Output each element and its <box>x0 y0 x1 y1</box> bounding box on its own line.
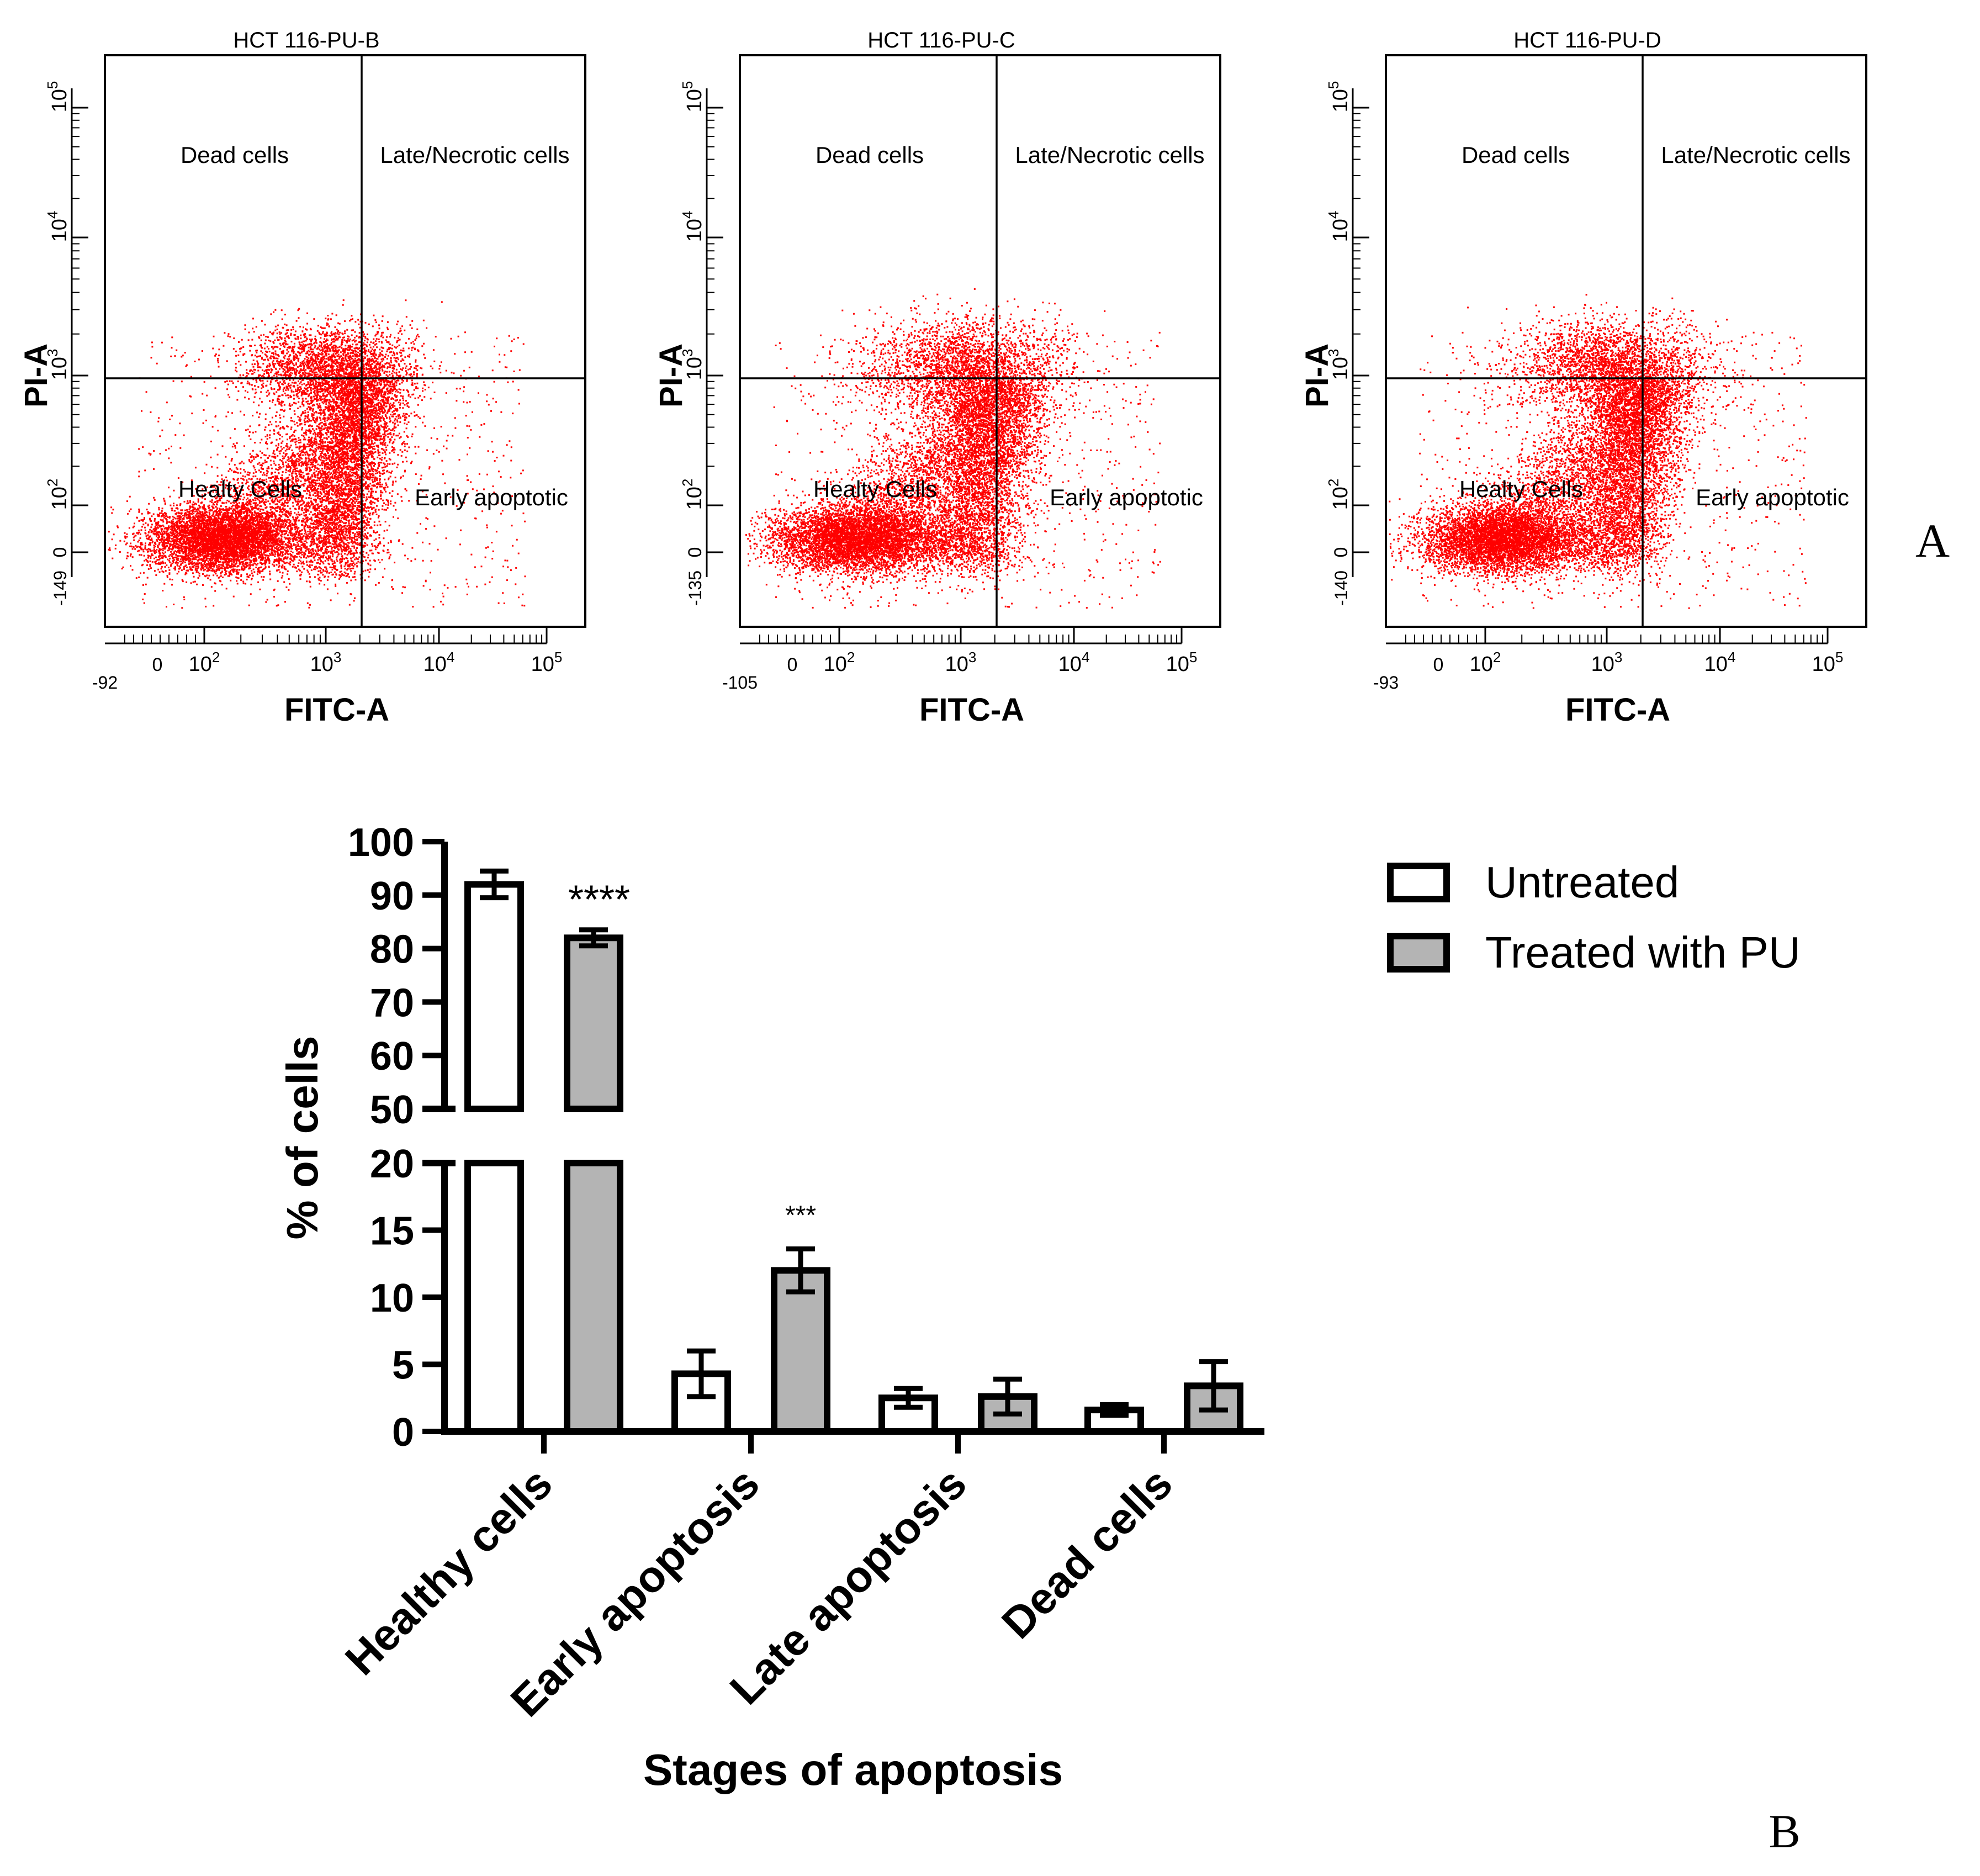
plot-frame <box>1385 54 1867 628</box>
bar-upper-segment[interactable] <box>564 934 623 1112</box>
y-tick-label: 60 <box>370 1034 414 1079</box>
x-axis-title: FITC-A <box>919 692 1024 728</box>
x-tick-label: 102 <box>189 649 220 676</box>
y-min-label: -140 <box>1331 570 1351 606</box>
quadrant-label-late-necrotic: Late/Necrotic cells <box>380 142 569 168</box>
x-min-label: -92 <box>92 673 118 693</box>
scatter-dots <box>1389 294 1807 609</box>
y-min-label: -135 <box>685 570 705 606</box>
y-tick-label: 80 <box>370 928 414 972</box>
y-tick-label: 5 <box>392 1344 414 1388</box>
quadrant-label-early-apoptotic: Early apoptotic <box>415 484 568 510</box>
quadrant-label-healthy: Healty Cells <box>1459 476 1583 502</box>
plot-frame <box>739 54 1221 628</box>
bar[interactable] <box>464 1160 524 1435</box>
bar-break-gap <box>462 1113 526 1159</box>
y-tick-label: 0 <box>392 1410 414 1455</box>
y-tick-label: 90 <box>370 874 414 918</box>
dot-plot: HCT 116-PU-D Dead cells Late/Necrotic cell… <box>1299 28 1867 728</box>
x-zero-label: 0 <box>787 654 798 675</box>
bar-break-gap <box>562 1113 626 1159</box>
panel-b-label: B <box>1769 1805 1800 1858</box>
plot-title: HCT 116-PU-C <box>867 28 1015 52</box>
x-tick-label: 103 <box>1591 649 1623 676</box>
quadrant-label-late-necrotic: Late/Necrotic cells <box>1661 142 1850 168</box>
panel-a-label: A <box>1915 514 1950 567</box>
x-min-label: -93 <box>1373 673 1399 693</box>
significance-marker: *** <box>785 1201 816 1230</box>
quadrant-label-early-apoptotic: Early apoptotic <box>1050 484 1203 510</box>
y-zero-label: 0 <box>50 547 71 558</box>
y-tick-label: 15 <box>370 1209 414 1254</box>
x-axis-title: FITC-A <box>1565 692 1670 728</box>
bar[interactable] <box>564 1160 623 1435</box>
legend-swatch <box>1387 863 1450 902</box>
y-axis-title: PI-A <box>653 344 689 408</box>
y-tick-label: 20 <box>370 1142 414 1186</box>
y-axis-title: % of cells <box>278 1035 327 1239</box>
quadrant-label-healthy: Healty Cells <box>178 476 302 502</box>
x-min-label: -105 <box>722 673 758 693</box>
legend-swatch <box>1387 933 1450 973</box>
bar[interactable] <box>878 1394 938 1435</box>
legend: Untreated Treated with PU <box>1387 858 1801 977</box>
dot-plot: HCT 116-PU-B Dead cells Late/Necrotic cell… <box>18 28 586 728</box>
y-tick-label: 10 <box>370 1276 414 1320</box>
y-axis: 50 60 70 80 90 100 0 5 10 15 20 % of cells <box>278 821 456 1455</box>
bar[interactable] <box>771 1267 830 1435</box>
quadrant-label-dead: Dead cells <box>816 142 924 168</box>
plot-title: HCT 116-PU-D <box>1513 28 1661 52</box>
legend-label: Treated with PU <box>1485 928 1801 977</box>
significance-marker: **** <box>568 878 630 922</box>
y-axis-title: PI-A <box>1299 344 1335 408</box>
quadrant-label-late-necrotic: Late/Necrotic cells <box>1015 142 1204 168</box>
y-zero-label: 0 <box>1331 547 1352 558</box>
legend-label: Untreated <box>1485 858 1679 907</box>
quadrant-label-early-apoptotic: Early apoptotic <box>1696 484 1849 510</box>
x-axis-title: Stages of apoptosis <box>643 1745 1063 1794</box>
x-zero-label: 0 <box>152 654 163 675</box>
scatter-dots <box>745 288 1161 609</box>
y-tick-label: 70 <box>370 981 414 1025</box>
y-min-label: -149 <box>50 570 70 606</box>
y-axis-title: PI-A <box>18 344 54 408</box>
quadrant-label-dead: Dead cells <box>1462 142 1570 168</box>
y-tick-label: 103 <box>679 349 706 381</box>
y-tick-label: 50 <box>370 1088 414 1132</box>
y-zero-label: 0 <box>685 547 706 558</box>
x-tick-label: 104 <box>423 649 455 676</box>
bar-upper-segment[interactable] <box>464 881 524 1112</box>
quadrant-label-healthy: Healty Cells <box>813 476 937 502</box>
plot-frame <box>104 54 586 628</box>
bars <box>462 868 1243 1435</box>
x-axis-title: FITC-A <box>284 692 389 728</box>
y-tick-label: 100 <box>348 821 414 865</box>
plot-title: HCT 116-PU-B <box>233 28 379 52</box>
x-zero-label: 0 <box>1433 654 1444 675</box>
quadrant-label-dead: Dead cells <box>181 142 289 168</box>
scatter-dots <box>108 299 526 609</box>
